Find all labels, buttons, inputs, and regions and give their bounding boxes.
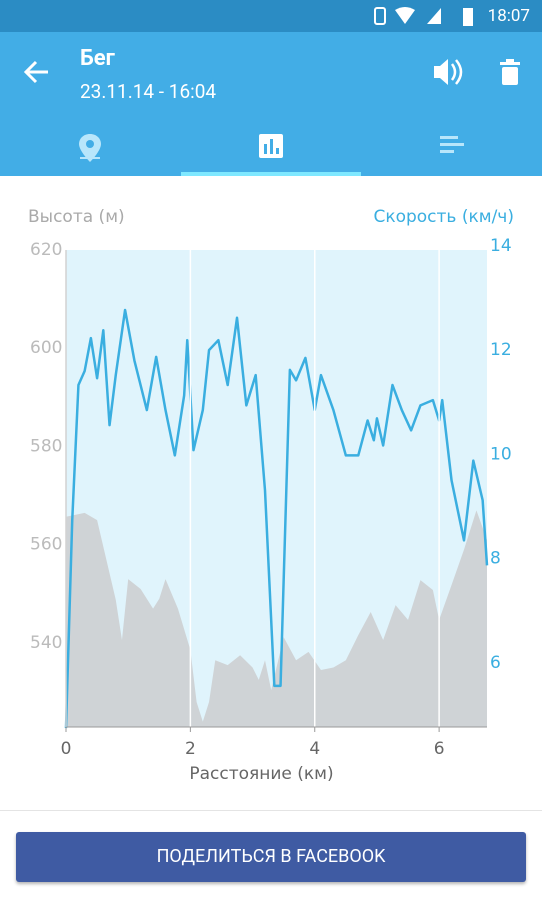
subtitle: 23.11.14 - 16:04 [80, 80, 217, 103]
sound-button[interactable] [434, 59, 463, 85]
chart-tab[interactable] [259, 134, 283, 158]
y-tick-label: 560 [30, 535, 62, 555]
elevation-area [66, 510, 487, 727]
y2-tick-label: 10 [490, 444, 512, 464]
map-tab[interactable] [79, 134, 101, 162]
y2-tick-label: 14 [490, 236, 512, 256]
x-tick-label: 0 [61, 739, 72, 759]
y-tick-label: 620 [30, 240, 62, 260]
x-tick-label: 2 [185, 739, 196, 759]
chart: Высота (м) Скорость (км/ч) 0 2 4 6 540 560 580 60… [28, 207, 514, 784]
speed-line [64, 308, 489, 729]
y-tick-label: 580 [30, 436, 62, 456]
y-tick-label: 600 [30, 338, 62, 358]
y2-axis-label: Скорость (км/ч) [373, 207, 514, 227]
header-icons [23, 59, 520, 162]
y2-tick-label: 12 [490, 340, 512, 360]
status-icons [374, 7, 473, 26]
delete-button[interactable] [500, 59, 520, 85]
list-tab[interactable] [440, 136, 464, 153]
status-bar: 18:07 [0, 0, 542, 32]
y2-tick-label: 6 [490, 653, 501, 673]
back-button[interactable] [23, 60, 48, 84]
title: Бег [80, 46, 115, 71]
y-tick-label: 540 [30, 633, 62, 653]
x-tick-label: 6 [434, 739, 445, 759]
y-axis-label: Высота (м) [28, 207, 125, 227]
x-axis-label: Расстояние (км) [189, 764, 333, 784]
y2-tick-label: 8 [490, 549, 501, 569]
share-facebook-button[interactable]: ПОДЕЛИТЬСЯ В FACEBOOK [16, 832, 526, 882]
divider [0, 810, 542, 811]
app-bar: Бег 23.11.14 - 16:04 [0, 32, 542, 176]
clock: 18:07 [487, 6, 530, 26]
x-tick-label: 4 [309, 739, 320, 759]
tab-indicator [181, 172, 361, 176]
